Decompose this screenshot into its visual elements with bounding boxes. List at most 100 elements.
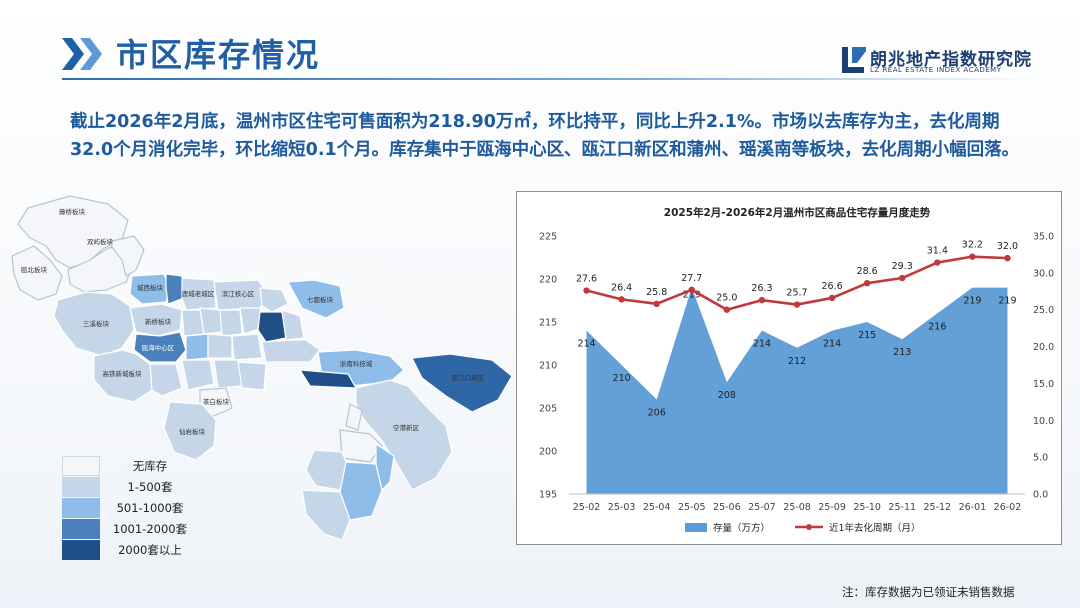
line-data-label: 26.4 (611, 282, 632, 293)
line-data-label: 27.7 (681, 273, 702, 284)
area-data-label: 210 (613, 373, 631, 384)
y-right-tick-label: 0.0 (1033, 490, 1048, 501)
map-legend: 无库存 1-500套 501-1000套 1001-2000套 2000套以上 (62, 456, 202, 561)
y-left-tick-label: 195 (539, 490, 557, 501)
chevron-right-icon (62, 38, 102, 70)
x-tick-label: 25-10 (853, 502, 881, 513)
map-label-zhenan: 浙南科技城 (340, 359, 373, 368)
legend-item: 2000套以上 (62, 540, 202, 561)
line-data-label: 26.3 (751, 283, 772, 294)
map-label-chengxi: 城西板块 (137, 283, 164, 292)
map-region-oubei (11, 245, 63, 301)
y-left-tick-label: 210 (539, 361, 557, 372)
map-region-mid-e (185, 333, 209, 361)
line-data-point (1004, 254, 1011, 262)
x-tick-label: 25-09 (818, 502, 846, 513)
map-label-xinqiao: 新桥板块 (145, 317, 172, 326)
legend-label: 501-1000套 (116, 501, 184, 515)
area-data-label: 216 (928, 321, 946, 332)
logo-subtitle: LZ REAL ESTATE INDEX ACADEMY (870, 66, 1002, 74)
x-tick-label: 26-01 (959, 502, 987, 513)
area-data-label: 214 (577, 339, 595, 350)
map-region-mid-h (261, 339, 321, 363)
logo: 朗兆地产指数研究院 LZ REAL ESTATE INDEX ACADEMY (840, 45, 1040, 77)
legend-swatch (62, 456, 100, 476)
map-region-south-a (345, 403, 363, 431)
legend-line-label: 近1年去化周期（月） (829, 522, 921, 534)
x-tick-label: 25-06 (713, 502, 741, 513)
legend-label: 无库存 (132, 459, 168, 473)
line-data-point (934, 259, 941, 266)
map-region-mid-k (237, 361, 267, 391)
line-data-point (793, 301, 801, 308)
legend-label: 1-500套 (127, 480, 173, 494)
area-data-label: 214 (823, 339, 841, 350)
area-data-label: 206 (648, 407, 666, 418)
line-data-point (828, 294, 836, 302)
map-label-xianyan: 仙岩板块 (179, 427, 206, 436)
legend-swatch (62, 477, 100, 497)
map-region-ouhai-center (133, 331, 187, 363)
y-left-tick-label: 225 (539, 232, 557, 243)
map-region-fudong (257, 311, 287, 343)
map-region-mid-c (219, 309, 243, 337)
map-label-shuangyu: 双屿板块 (87, 237, 114, 246)
map-label-oubei: 瓯北板块 (21, 265, 48, 274)
line-data-label: 32.0 (997, 241, 1018, 252)
x-tick-label: 26-02 (994, 502, 1022, 513)
line-data-label: 28.6 (857, 266, 878, 277)
line-data-point (969, 253, 976, 260)
map-region-mid-g (231, 333, 263, 361)
line-data-label: 26.6 (821, 281, 842, 292)
x-tick-label: 25-03 (608, 502, 636, 513)
line-data-label: 25.7 (786, 288, 807, 299)
y-right-tick-label: 15.0 (1033, 379, 1054, 390)
map-label-tengqiao: 藤桥板块 (59, 207, 86, 216)
line-data-label: 27.6 (576, 274, 597, 285)
legend-swatch (62, 519, 100, 539)
map-label-sanxi: 三溪板块 (83, 319, 110, 328)
map-region-east-strip (259, 287, 289, 313)
line-data-label: 31.4 (927, 246, 948, 257)
logo-mark-icon (842, 47, 866, 73)
map-region-south-f (301, 489, 351, 541)
line-data-point (899, 274, 906, 282)
title-underline (62, 78, 1032, 80)
x-tick-label: 25-07 (748, 502, 776, 513)
map-region-east-b (281, 309, 305, 341)
area-data-label: 215 (858, 330, 876, 341)
chart-title: 2025年2月-2026年2月温州市区商品住宅存量月度走势 (664, 206, 931, 219)
map-region-qidu (287, 279, 345, 319)
map-label-oujiangkou: 瓯江口新区 (452, 373, 485, 382)
map-region-xianyan (163, 401, 217, 461)
area-data-label: 219 (683, 290, 701, 301)
x-tick-label: 25-12 (924, 502, 952, 513)
map-region-south-e (375, 443, 395, 491)
area-data-label: 219 (963, 296, 981, 307)
y-right-tick-label: 25.0 (1033, 305, 1054, 316)
area-data-label: 213 (893, 347, 911, 358)
line-data-point (653, 300, 660, 308)
x-tick-label: 25-02 (573, 502, 601, 513)
line-data-point (758, 296, 766, 304)
page-title: 市区库存情况 (116, 36, 321, 74)
x-tick-label: 25-08 (783, 502, 811, 513)
map-region-lucheng-w (165, 273, 185, 305)
x-tick-label: 25-04 (643, 502, 671, 513)
y-left-tick-label: 205 (539, 404, 557, 415)
map-label-qidu: 七都板块 (307, 295, 334, 304)
line-data-point (723, 306, 731, 313)
legend-item: 1001-2000套 (62, 519, 202, 540)
y-right-tick-label: 20.0 (1033, 342, 1054, 353)
legend-swatch (62, 540, 100, 560)
legend-line-marker (806, 524, 812, 530)
legend-area-swatch (685, 523, 707, 532)
map-label-chabai: 茶白板块 (203, 397, 230, 406)
line-data-label: 25.8 (646, 287, 667, 298)
y-left-tick-label: 215 (539, 318, 557, 329)
y-left-tick-label: 220 (539, 275, 557, 286)
district-map: 藤桥板块 双屿板块 瓯北板块 城西板块 鹿城老城区 滨江核心区 七都板块 三溪板… (11, 195, 513, 541)
line-data-label: 32.2 (962, 240, 983, 251)
line-data-point (583, 287, 590, 294)
y-right-tick-label: 35.0 (1033, 232, 1054, 243)
